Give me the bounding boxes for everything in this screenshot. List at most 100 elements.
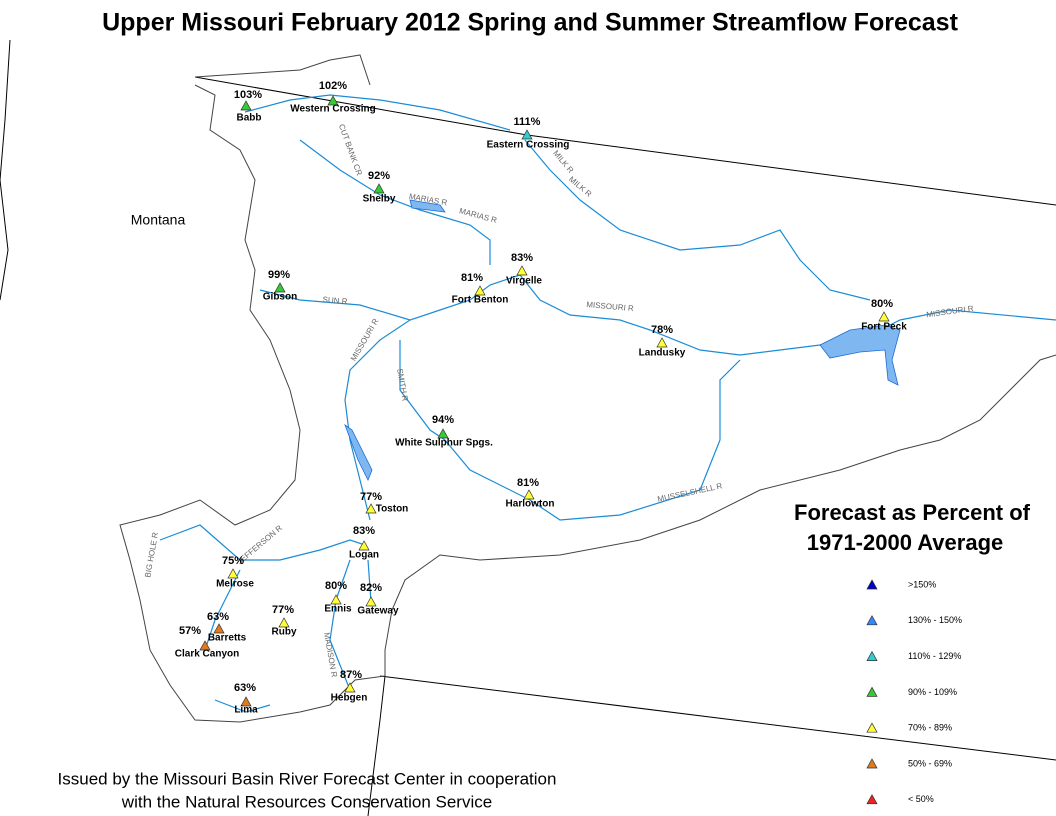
- legend-marker: [866, 686, 878, 697]
- sun-river: [259, 289, 411, 321]
- river-label: SUN R: [322, 295, 348, 306]
- station-marker: [474, 285, 486, 296]
- station-marker: [521, 129, 533, 140]
- station-name: Gibson: [263, 292, 297, 303]
- marias-river: [299, 139, 491, 265]
- station-marker: [373, 183, 385, 194]
- station-name: Shelby: [363, 194, 396, 205]
- title: Upper Missouri February 2012 Spring and …: [102, 9, 958, 37]
- musselshell-river: [444, 359, 741, 521]
- st-mary-river: [244, 94, 511, 131]
- station-name: Gateway: [357, 606, 399, 617]
- legend-label: 70% - 89%: [908, 723, 952, 733]
- legend-marker: [866, 794, 878, 805]
- legend-title: Forecast as Percent of: [794, 500, 1031, 525]
- station-marker: [213, 623, 225, 634]
- beaverhead-river: [204, 569, 241, 651]
- station-name: Harlowton: [506, 499, 555, 510]
- station-percent: 57%: [179, 625, 201, 637]
- station-marker: [278, 617, 290, 628]
- basin-outline: [119, 84, 1056, 723]
- footer: Issued by the Missouri Basin River Forec…: [58, 769, 557, 788]
- station-percent: 103%: [234, 89, 262, 101]
- station-marker: [523, 489, 535, 500]
- station-percent: 78%: [651, 324, 673, 336]
- station-percent: 83%: [353, 525, 375, 537]
- station-name: Western Crossing: [290, 104, 375, 115]
- station-marker: [240, 100, 252, 111]
- station-name: Barretts: [208, 633, 247, 644]
- station-name: Logan: [349, 550, 379, 561]
- station-marker: [274, 282, 286, 293]
- station-percent: 81%: [461, 272, 483, 284]
- station-name: Fort Benton: [452, 295, 509, 306]
- legend-label: 130% - 150%: [908, 615, 962, 625]
- station-name: Eastern Crossing: [487, 140, 570, 151]
- station-percent: 111%: [514, 116, 541, 128]
- gallatin-river: [367, 559, 372, 603]
- milk-river: [524, 139, 871, 301]
- legend-label: >150%: [908, 579, 936, 589]
- station-percent: 99%: [268, 269, 290, 281]
- legend-marker: [866, 722, 878, 733]
- state-label: Montana: [131, 212, 186, 228]
- tiber-reservoir: [409, 199, 446, 213]
- station-percent: 63%: [234, 682, 256, 694]
- station-name: Clark Canyon: [175, 649, 239, 660]
- station-name: White Sulphur Spgs.: [395, 438, 493, 449]
- station-marker: [365, 503, 377, 514]
- station-percent: 87%: [340, 669, 362, 681]
- station-marker: [516, 265, 528, 276]
- footer: with the Natural Resources Conservation …: [121, 792, 492, 811]
- legend-label: 50% - 69%: [908, 758, 952, 768]
- legend-label: 90% - 109%: [908, 687, 957, 697]
- basin-outline-top: [194, 54, 371, 86]
- river-label: MISSOURI R: [586, 300, 634, 313]
- legend-marker: [866, 650, 878, 661]
- station-name: Ennis: [324, 604, 352, 615]
- station-percent: 83%: [511, 252, 533, 264]
- station-name: Babb: [237, 113, 262, 124]
- station-name: Ruby: [272, 627, 297, 638]
- station-name: Hebgen: [331, 693, 368, 704]
- canyon-ferry-lake: [344, 423, 373, 481]
- fort-peck-lake: [819, 324, 901, 386]
- station-marker: [327, 95, 339, 106]
- station-marker: [227, 568, 239, 579]
- station-marker: [358, 540, 370, 551]
- station-marker: [344, 682, 356, 693]
- station-percent: 77%: [360, 491, 382, 503]
- station-percent: 94%: [432, 414, 454, 426]
- station-marker: [437, 428, 449, 439]
- station-name: Toston: [376, 504, 409, 515]
- jefferson-river: [159, 524, 366, 561]
- station-marker: [330, 594, 342, 605]
- legend-marker: [866, 758, 878, 769]
- legend-marker: [866, 579, 878, 590]
- station-percent: 63%: [207, 611, 229, 623]
- smith-river: [399, 340, 446, 441]
- state-border: [0, 39, 11, 301]
- station-name: Virgelle: [506, 276, 542, 287]
- station-name: Melrose: [216, 579, 254, 590]
- station-percent: 102%: [319, 80, 347, 92]
- legend-label: < 50%: [908, 794, 934, 804]
- station-marker: [878, 311, 890, 322]
- wyoming-border: [379, 675, 1056, 761]
- station-marker: [656, 337, 668, 348]
- station-name: Lima: [234, 705, 258, 716]
- station-percent: 80%: [871, 298, 893, 310]
- legend-label: 110% - 129%: [908, 651, 961, 661]
- station-marker: [240, 696, 252, 707]
- station-percent: 75%: [222, 555, 244, 567]
- station-name: Fort Peck: [861, 322, 907, 333]
- legend-marker: [866, 615, 878, 626]
- station-percent: 77%: [272, 604, 294, 616]
- rivers: [159, 94, 1056, 713]
- legend-title: 1971-2000 Average: [807, 530, 1004, 555]
- lakes: [344, 199, 901, 481]
- station-marker: [365, 596, 377, 607]
- red-rock-river: [214, 699, 271, 713]
- station-percent: 81%: [517, 477, 539, 489]
